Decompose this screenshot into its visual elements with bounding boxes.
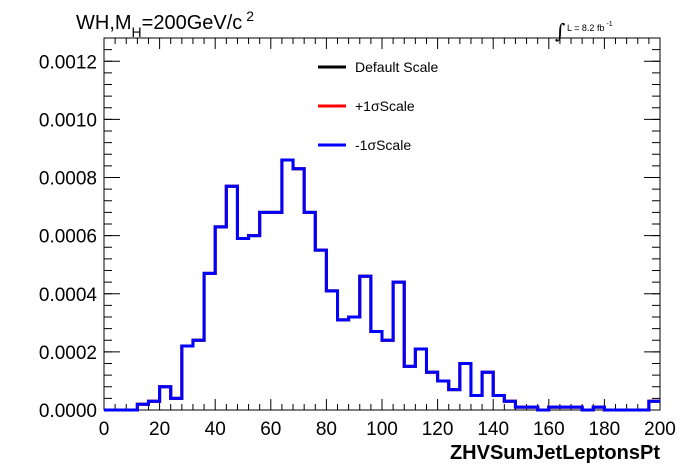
x-tick-label: 20 bbox=[149, 419, 170, 440]
x-tick-label: 200 bbox=[644, 419, 676, 440]
x-tick-label: 180 bbox=[589, 419, 621, 440]
y-tick-label: 0.0012 bbox=[39, 52, 97, 73]
y-tick-label: 0.0010 bbox=[39, 110, 97, 131]
legend-label: Default Scale bbox=[355, 59, 438, 75]
y-tick-label: 0.0008 bbox=[39, 169, 97, 190]
y-tick-label: 0.0004 bbox=[39, 285, 98, 306]
y-tick-label: 0.0000 bbox=[39, 401, 97, 422]
x-tick-label: 140 bbox=[477, 419, 509, 440]
chart-title: WH,MH=200GeV/c 2 bbox=[76, 8, 254, 40]
x-axis-label: ZHVSumJetLeptonsPt bbox=[450, 442, 660, 464]
x-tick-label: 40 bbox=[205, 419, 226, 440]
luminosity-label: L = 8.2 fb -1 bbox=[567, 21, 613, 33]
x-tick-label: 0 bbox=[99, 419, 110, 440]
x-tick-label: 100 bbox=[366, 419, 398, 440]
legend-label: +1σScale bbox=[355, 98, 415, 114]
y-tick-label: 0.0006 bbox=[39, 227, 97, 248]
legend-label: -1σScale bbox=[355, 137, 411, 153]
y-tick-label: 0.0002 bbox=[39, 343, 97, 364]
x-tick-label: 80 bbox=[316, 419, 337, 440]
series-line-2 bbox=[104, 158, 660, 412]
legend: Default Scale +1σScale -1σScale bbox=[318, 59, 438, 153]
axes: 0 20 40 60 80 100 120 140 160 180 200 0.0000 0.0002 0… bbox=[39, 37, 676, 440]
series-lines bbox=[104, 158, 660, 412]
x-tick-label: 60 bbox=[260, 419, 281, 440]
x-tick-label: 160 bbox=[533, 419, 565, 440]
integral-sign: ∫ bbox=[555, 19, 565, 43]
x-tick-label: 120 bbox=[422, 419, 454, 440]
